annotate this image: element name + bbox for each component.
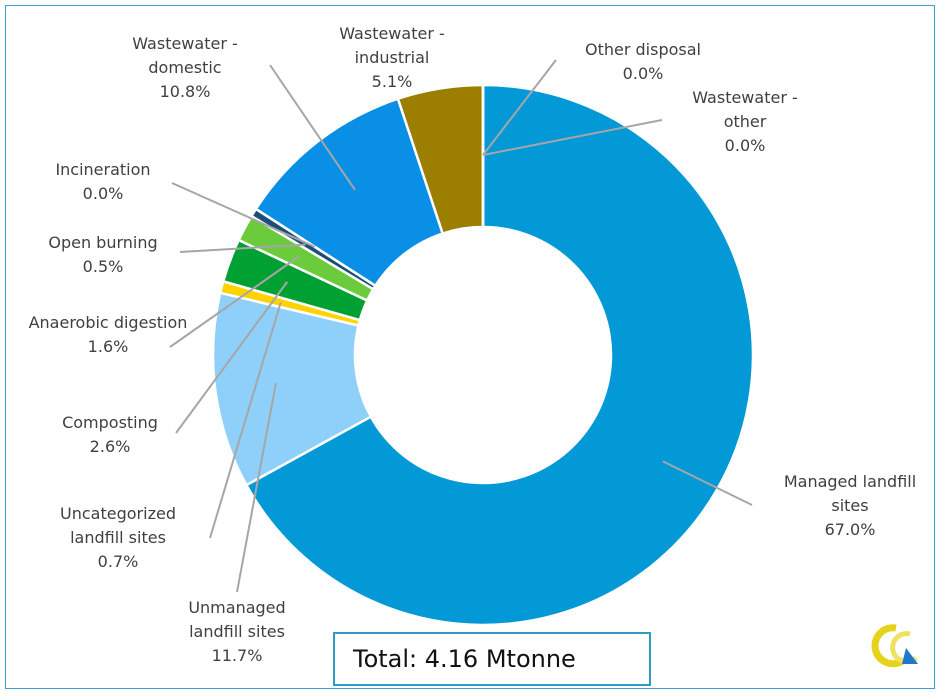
frame xyxy=(5,5,935,689)
slice-label: Open burning 0.5% xyxy=(13,231,193,279)
value-label: 0.7% xyxy=(97,552,139,571)
category-label: Composting xyxy=(62,413,158,432)
slice-label: Anaerobic digestion 1.6% xyxy=(18,311,198,359)
slice-label: Wastewater - other 0.0% xyxy=(670,86,820,158)
category-label: Managed landfill sites xyxy=(783,472,917,515)
value-label: 5.1% xyxy=(371,72,413,91)
value-label: 0.5% xyxy=(82,257,124,276)
leader-line xyxy=(175,281,289,434)
leader-line xyxy=(236,382,277,593)
value-label: 67.0% xyxy=(824,520,876,539)
slice-label: Unmanaged landfill sites 11.7% xyxy=(162,596,312,668)
leader-line xyxy=(269,64,356,191)
category-label: Anaerobic digestion xyxy=(28,313,188,332)
slice-label: Wastewater - domestic 10.8% xyxy=(110,32,260,104)
category-label: Unmanaged landfill sites xyxy=(188,598,286,641)
category-label: Wastewater - domestic xyxy=(132,34,238,77)
slice-label: Composting 2.6% xyxy=(20,411,200,459)
slice xyxy=(211,291,373,487)
leader-line xyxy=(662,460,753,506)
total-annotation: Total: 4.16 Mtonne xyxy=(333,632,651,686)
value-label: 0.0% xyxy=(82,184,124,203)
slice-label: Uncategorized landfill sites 0.7% xyxy=(43,502,193,574)
category-label: Open burning xyxy=(48,233,158,252)
leader-line xyxy=(209,302,282,539)
leader-line xyxy=(482,59,557,156)
category-label: Wastewater - industrial xyxy=(339,24,445,67)
value-label: 0.0% xyxy=(622,64,664,83)
value-label: 11.7% xyxy=(211,646,263,665)
value-label: 0.0% xyxy=(724,136,766,155)
slice xyxy=(244,83,755,627)
value-label: 1.6% xyxy=(87,337,129,356)
leader-line xyxy=(179,243,306,253)
slice-label: Other disposal 0.0% xyxy=(568,38,718,86)
category-label: Uncategorized landfill sites xyxy=(60,504,176,547)
category-label: Other disposal xyxy=(585,40,701,59)
logo xyxy=(871,624,918,668)
slice-label: Managed landfill sites 67.0% xyxy=(775,470,925,542)
category-label: Incineration xyxy=(55,160,151,179)
value-label: 10.8% xyxy=(159,82,211,101)
leader-line xyxy=(171,182,316,248)
slice-label: Incineration 0.0% xyxy=(13,158,193,206)
slice-label: Wastewater - industrial 5.1% xyxy=(317,22,467,94)
leader-line xyxy=(482,119,663,156)
value-label: 2.6% xyxy=(89,437,131,456)
leader-line xyxy=(169,255,300,348)
category-label: Wastewater - other xyxy=(692,88,798,131)
